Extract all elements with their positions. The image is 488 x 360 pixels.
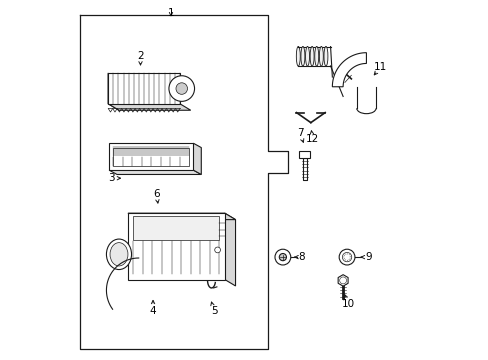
Bar	[108, 73, 180, 104]
Bar	[298, 150, 310, 158]
Circle shape	[279, 253, 286, 261]
Circle shape	[214, 247, 220, 253]
Ellipse shape	[324, 46, 327, 66]
Circle shape	[339, 249, 354, 265]
Text: 9: 9	[364, 252, 371, 262]
Polygon shape	[332, 53, 366, 87]
Bar	[109, 143, 193, 170]
Text: 12: 12	[305, 134, 319, 144]
Bar	[128, 213, 224, 279]
Text: 1: 1	[167, 8, 174, 18]
Text: 5: 5	[210, 306, 217, 316]
Bar	[133, 216, 219, 240]
Text: 8: 8	[298, 252, 305, 262]
Polygon shape	[224, 213, 235, 286]
Text: 11: 11	[373, 62, 386, 72]
Ellipse shape	[305, 46, 309, 66]
Polygon shape	[128, 213, 235, 220]
Text: 4: 4	[149, 306, 156, 316]
Polygon shape	[108, 104, 190, 110]
Bar	[113, 148, 189, 166]
Polygon shape	[109, 170, 201, 175]
Ellipse shape	[309, 46, 313, 66]
Text: 10: 10	[341, 299, 354, 309]
Ellipse shape	[300, 46, 304, 66]
Text: 7: 7	[296, 129, 303, 138]
Circle shape	[274, 249, 290, 265]
Ellipse shape	[319, 46, 323, 66]
Polygon shape	[193, 143, 201, 175]
Circle shape	[168, 76, 194, 102]
Circle shape	[342, 252, 351, 262]
Ellipse shape	[296, 46, 300, 66]
Ellipse shape	[106, 239, 131, 270]
Text: 2: 2	[137, 51, 143, 61]
Text: 6: 6	[153, 189, 160, 199]
Circle shape	[176, 83, 187, 94]
Ellipse shape	[314, 46, 318, 66]
Polygon shape	[338, 275, 347, 286]
Text: 3: 3	[108, 173, 115, 183]
Ellipse shape	[110, 243, 128, 266]
Polygon shape	[108, 73, 119, 110]
